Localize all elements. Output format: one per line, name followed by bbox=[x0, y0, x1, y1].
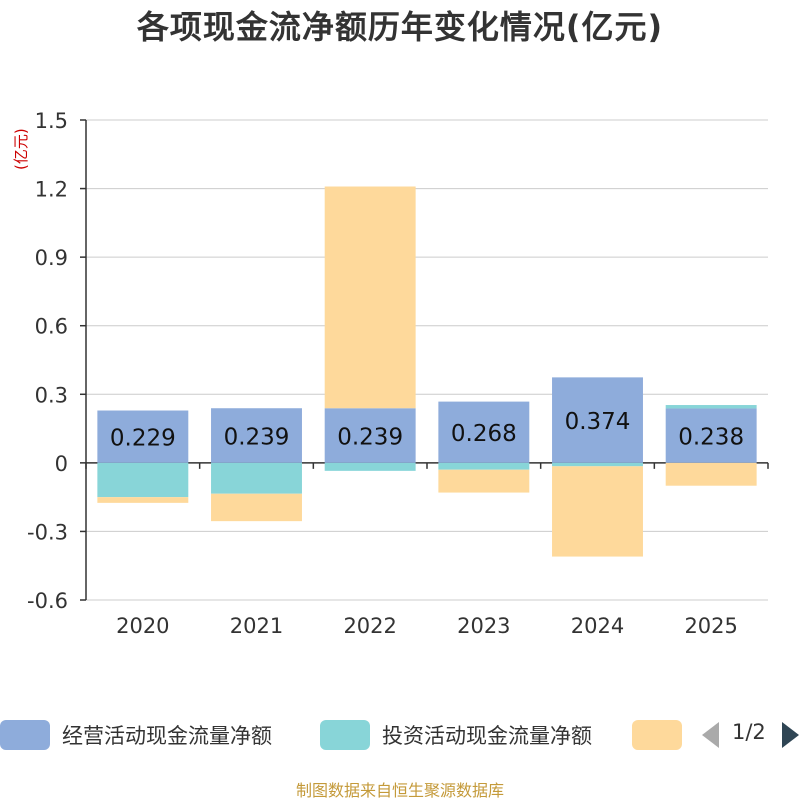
legend-item-third-series[interactable] bbox=[632, 719, 682, 751]
data-source-note: 制图数据来自恒生聚源数据库 bbox=[295, 781, 504, 800]
legend-page-indicator: 1/2 bbox=[732, 720, 766, 744]
legend-item-operating[interactable]: 经营活动现金流量净额 bbox=[0, 719, 272, 751]
legend: 经营活动现金流量净额 投资活动现金流量净额 bbox=[0, 715, 800, 755]
bar-value-label: 0.238 bbox=[678, 425, 744, 451]
bar-operating bbox=[211, 408, 302, 463]
x-category-label: 2025 bbox=[684, 614, 737, 638]
bar-investing bbox=[552, 462, 643, 467]
y-tick-label: 0.9 bbox=[35, 246, 68, 270]
bar-investing bbox=[665, 405, 757, 409]
legend-pager: 1/2 bbox=[700, 719, 800, 751]
y-tick-label: 1.2 bbox=[35, 178, 68, 202]
bar-investing bbox=[324, 462, 416, 471]
bar-operating bbox=[552, 377, 643, 463]
bar-investing bbox=[438, 462, 530, 470]
bar-third-series bbox=[438, 469, 530, 493]
bar-third-series bbox=[324, 186, 416, 409]
y-tick-label: 1.5 bbox=[35, 109, 68, 133]
bar-operating bbox=[97, 410, 189, 463]
legend-swatch-third-series bbox=[632, 720, 682, 750]
y-tick-label: 0.3 bbox=[35, 383, 68, 407]
legend-item-investing[interactable]: 投资活动现金流量净额 bbox=[320, 719, 592, 751]
x-category-label: 2024 bbox=[571, 614, 624, 638]
bar-operating bbox=[665, 408, 757, 463]
bar-third-series bbox=[552, 466, 643, 557]
y-tick-label: 0.6 bbox=[35, 315, 68, 339]
x-category-label: 2021 bbox=[230, 614, 283, 638]
bar-chart: -0.6 -0.3 0 0.3 0.6 0.9 1.2 1.5 0.229 2020 0.239 20… bbox=[27, 109, 769, 638]
bar-operating bbox=[438, 401, 530, 463]
x-category-label: 2022 bbox=[343, 614, 396, 638]
chart-title: 各项现金流净额历年变化情况(亿元) bbox=[136, 8, 664, 46]
y-tick-label: 0 bbox=[55, 452, 68, 476]
legend-label-operating: 经营活动现金流量净额 bbox=[62, 724, 272, 748]
bar-investing bbox=[97, 462, 189, 498]
y-tick-label: -0.3 bbox=[27, 520, 68, 544]
bar-value-label: 0.239 bbox=[337, 425, 403, 451]
legend-label-investing: 投资活动现金流量净额 bbox=[382, 724, 592, 748]
legend-swatch-investing bbox=[320, 720, 370, 750]
y-tick-label: -0.6 bbox=[27, 589, 68, 613]
bar-value-label: 0.268 bbox=[451, 421, 517, 447]
legend-next-arrow-icon[interactable] bbox=[782, 722, 799, 748]
bar-value-label: 0.239 bbox=[224, 425, 290, 451]
bar-value-label: 0.229 bbox=[110, 426, 176, 452]
bar-investing bbox=[211, 462, 302, 494]
legend-swatch-operating bbox=[0, 720, 50, 750]
bar-third-series bbox=[211, 493, 302, 522]
bar-operating bbox=[324, 408, 416, 463]
bar-third-series bbox=[665, 462, 757, 486]
x-category-label: 2020 bbox=[116, 614, 169, 638]
x-category-label: 2023 bbox=[457, 614, 510, 638]
bar-third-series bbox=[97, 497, 189, 503]
legend-prev-arrow-icon[interactable] bbox=[702, 722, 719, 748]
bar-value-label: 0.374 bbox=[565, 409, 631, 435]
